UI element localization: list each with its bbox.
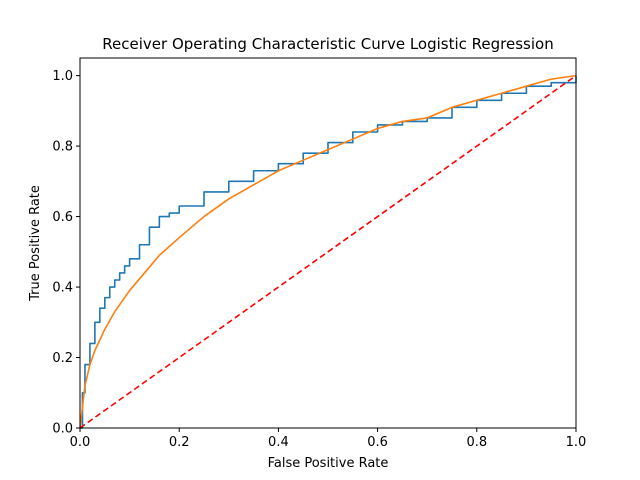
series-line-1 [80,75,577,429]
x-tick-label: 0.0 [70,435,91,450]
series-line-3 [79,74,577,429]
x-tick-label: 0.8 [466,435,487,450]
y-tick-label: 0.2 [52,351,73,366]
y-tick-label: 0.4 [52,281,73,296]
series-line-2 [79,74,577,429]
x-tick-label: 1.0 [566,435,587,450]
y-tick-label: 0.6 [52,210,73,225]
chart-title: Receiver Operating Characteristic Curve … [102,35,553,53]
x-tick-label: 0.6 [367,435,388,450]
axes-frame [79,57,577,429]
x-tick-label: 0.4 [268,435,289,450]
x-tick-label: 0.2 [169,435,190,450]
y-tick-label: 0.0 [52,422,73,437]
y-tick-label: 0.8 [52,140,73,155]
y-axis-label: True Positive Rate [28,185,43,302]
axis-ticks: 0.00.0 0.2 0.2 0.4 0.4 0.6 0.6 0.8 0.8 1.0 1.0 [52,69,586,450]
y-tick-label: 1.0 [52,69,73,84]
plot-area [79,74,577,429]
x-axis-label: False Positive Rate [268,456,389,471]
